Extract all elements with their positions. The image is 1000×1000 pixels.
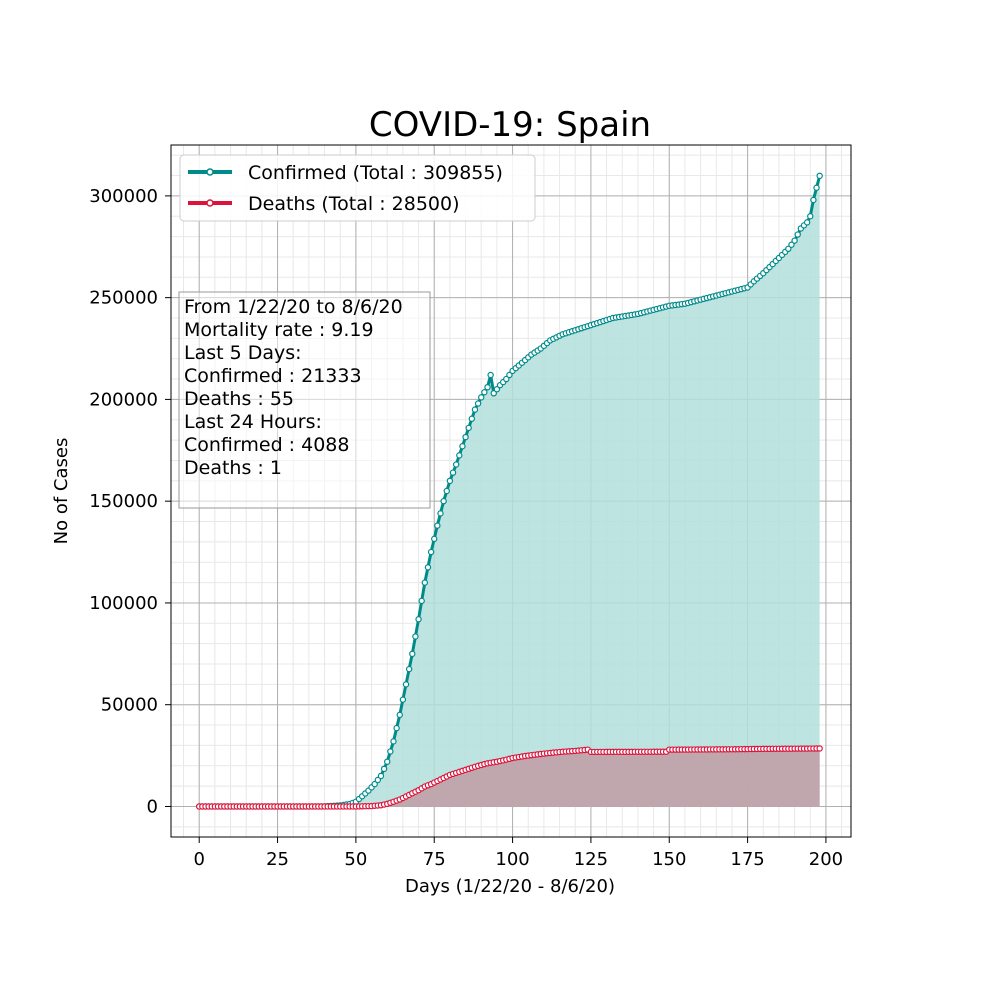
- y-tick-label: 250000: [89, 288, 158, 309]
- point-confirmed: [810, 196, 817, 204]
- point-confirmed: [431, 535, 438, 543]
- point-confirmed: [487, 371, 494, 379]
- x-tick-label: 75: [423, 849, 446, 870]
- point-confirmed: [785, 245, 792, 252]
- info-box: From 1/22/20 to 8/6/20 Mortality rate : …: [178, 291, 431, 509]
- point-confirmed: [427, 548, 435, 556]
- point-confirmed: [409, 650, 416, 658]
- info-line-mortality: Mortality rate : 9.19: [184, 319, 374, 341]
- point-confirmed: [468, 415, 476, 422]
- series-areas: [199, 175, 820, 807]
- point-confirmed: [503, 375, 510, 383]
- point-confirmed: [396, 711, 403, 719]
- legend-marker-confirmed: [206, 168, 214, 176]
- legend-label-confirmed: Confirmed (Total : 309855): [248, 162, 503, 184]
- point-confirmed: [374, 776, 382, 784]
- point-confirmed: [384, 758, 391, 765]
- point-confirmed: [788, 241, 795, 248]
- x-tick-label: 100: [495, 849, 529, 870]
- info-line-last24-confirmed: Confirmed : 4088: [184, 434, 349, 456]
- x-tick-label: 50: [344, 849, 367, 870]
- point-confirmed: [387, 748, 394, 755]
- info-line-last24-heading: Last 24 Hours:: [184, 411, 322, 433]
- point-confirmed: [807, 213, 814, 220]
- point-confirmed: [484, 384, 491, 391]
- x-tick-label: 200: [809, 849, 843, 870]
- x-tick-label: 0: [193, 849, 204, 870]
- area-deaths: [199, 748, 820, 807]
- point-confirmed: [794, 231, 801, 238]
- point-confirmed: [474, 400, 482, 407]
- info-line-last5-deaths: Deaths : 55: [184, 388, 294, 410]
- area-confirmed: [199, 175, 820, 807]
- y-tick-label: 300000: [89, 186, 158, 207]
- point-confirmed: [440, 497, 447, 505]
- point-confirmed: [506, 371, 513, 379]
- y-tick-label: 200000: [89, 389, 158, 410]
- point-confirmed: [459, 443, 466, 450]
- point-confirmed: [813, 184, 820, 191]
- x-tick-label: 175: [730, 849, 764, 870]
- point-confirmed: [803, 219, 811, 226]
- point-confirmed: [462, 433, 469, 441]
- point-confirmed: [421, 579, 429, 586]
- point-confirmed: [478, 394, 485, 401]
- series-markers: [196, 172, 823, 810]
- info-line-date-range: From 1/22/20 to 8/6/20: [184, 296, 403, 318]
- x-axis-ticks: 0 25 50 75 100 125 150 175 200: [193, 837, 843, 870]
- point-confirmed: [402, 681, 410, 688]
- point-confirmed: [816, 172, 823, 180]
- legend-label-deaths: Deaths (Total : 28500): [248, 193, 460, 215]
- info-line-last5-heading: Last 5 Days:: [184, 342, 302, 364]
- point-confirmed: [415, 616, 422, 623]
- legend-marker-deaths: [206, 199, 214, 207]
- point-confirmed: [446, 477, 454, 485]
- point-confirmed: [424, 564, 432, 571]
- info-line-last5-confirmed: Confirmed : 21333: [184, 365, 362, 387]
- legend-frame: [179, 154, 536, 222]
- legend: Confirmed (Total : 309855) Deaths (Total…: [179, 154, 536, 222]
- y-axis-ticks: 0 50000 100000 150000 200000 250000 300000: [89, 186, 171, 817]
- point-confirmed: [471, 406, 479, 413]
- point-confirmed: [437, 510, 444, 517]
- point-confirmed: [452, 461, 460, 468]
- point-confirmed: [418, 597, 425, 605]
- x-tick-label: 150: [652, 849, 686, 870]
- point-confirmed: [412, 633, 419, 640]
- point-confirmed: [456, 452, 463, 459]
- x-tick-label: 125: [574, 849, 608, 870]
- point-confirmed: [791, 237, 798, 244]
- x-tick-label: 25: [266, 849, 289, 870]
- y-tick-label: 100000: [89, 593, 158, 614]
- point-confirmed: [481, 389, 488, 396]
- chart-title: COVID-19: Spain: [369, 105, 651, 145]
- plot-frame: [170, 144, 852, 838]
- info-box-frame: [178, 291, 431, 509]
- point-confirmed: [399, 696, 407, 703]
- x-axis-label: Days (1/22/20 - 8/6/20): [405, 876, 615, 897]
- y-axis-label: No of Cases: [51, 438, 72, 545]
- point-confirmed: [465, 424, 472, 432]
- point-confirmed: [449, 469, 457, 476]
- y-tick-label: 0: [147, 796, 158, 817]
- point-confirmed: [377, 772, 385, 780]
- info-line-last24-deaths: Deaths : 1: [184, 457, 282, 479]
- point-confirmed: [380, 765, 388, 773]
- point-confirmed: [434, 522, 441, 529]
- point-confirmed: [390, 738, 397, 745]
- point-deaths: [816, 745, 823, 752]
- point-confirmed: [405, 665, 413, 673]
- point-confirmed: [371, 780, 378, 788]
- point-confirmed: [490, 390, 497, 397]
- y-tick-label: 150000: [89, 491, 158, 512]
- point-confirmed: [443, 487, 450, 495]
- point-confirmed: [493, 386, 501, 393]
- y-tick-label: 50000: [101, 695, 158, 716]
- point-confirmed: [393, 724, 400, 732]
